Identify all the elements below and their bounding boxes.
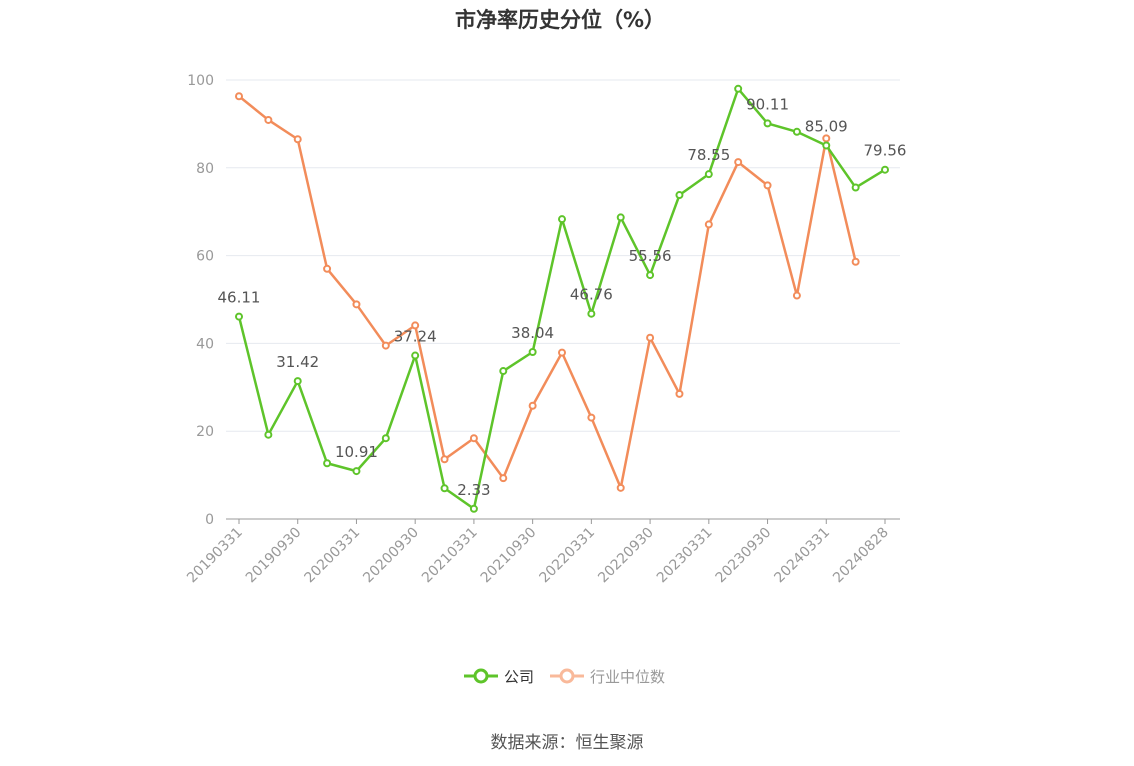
series-0-point-20231231 <box>792 127 801 136</box>
series-1-point-20210930 <box>528 401 537 410</box>
y-tick-label-60: 60 <box>196 249 214 265</box>
data-source: 数据来源：恒生聚源 <box>490 733 644 753</box>
series-0-point-20190331 <box>235 312 243 321</box>
series-1-point-20210630 <box>499 474 508 483</box>
series-0-point-20221231 <box>675 191 684 200</box>
x-tick-label-20190331: 20190331 <box>184 525 246 587</box>
y-tick-label-100: 100 <box>187 73 214 89</box>
series-0-point-20190630 <box>264 430 273 439</box>
series-1-point-20201231 <box>440 455 449 464</box>
series-0-point-20200930 <box>411 351 420 360</box>
y-tick-label-80: 80 <box>196 161 214 177</box>
legend-marker-company-icon <box>464 668 498 684</box>
data-label-20230331: 78.55 <box>687 146 730 164</box>
data-label-20210930: 38.04 <box>511 324 554 342</box>
series-1-point-20230331 <box>704 220 713 229</box>
series-0-point-20200630 <box>381 434 390 443</box>
series-1-point-20230630 <box>734 158 743 167</box>
series-1-point-20220930 <box>646 333 655 342</box>
x-tick-label-20230331: 20230331 <box>654 525 716 587</box>
x-tick-label-20230930: 20230930 <box>713 525 775 587</box>
series-1-point-20240331 <box>822 134 831 143</box>
series-0-point-20220930 <box>646 271 655 280</box>
series-1-point-20200331 <box>352 300 361 309</box>
series-0-point-20240828 <box>881 165 889 174</box>
series-1-point-20200930 <box>411 321 420 330</box>
data-label-20190331: 46.11 <box>218 289 261 307</box>
series-0-point-20210930 <box>528 348 537 357</box>
series-0-point-20210331 <box>469 504 478 513</box>
legend: 公司 行业中位数 <box>0 664 1134 688</box>
x-tick-label-20220331: 20220331 <box>536 525 598 587</box>
series-0-point-20201231 <box>440 484 449 493</box>
x-tick-label-20240828: 20240828 <box>830 525 892 587</box>
series-1-point-20190331 <box>235 92 243 101</box>
x-tick-label-20210331: 20210331 <box>419 525 481 587</box>
series-0-point-20230331 <box>704 170 713 179</box>
series-0-point-20200331 <box>352 467 361 476</box>
series-0-point-20191231 <box>323 459 332 468</box>
series-1-point-20220630 <box>616 483 625 492</box>
legend-label-industry-median: 行业中位数 <box>590 667 666 686</box>
series-1-point-20190630 <box>264 115 273 124</box>
data-label-20220331: 46.76 <box>570 286 613 304</box>
series-1-point-20240630 <box>851 257 860 266</box>
series-0-point-20220331 <box>587 309 596 318</box>
series-1-point-20220331 <box>587 413 596 422</box>
series-0-point-20220630 <box>616 213 625 222</box>
data-label-20200930: 37.24 <box>394 328 437 346</box>
data-label-20230930: 90.11 <box>746 95 789 113</box>
series-1-point-20190930 <box>293 135 302 144</box>
series-1-point-20210331 <box>469 434 478 443</box>
series-0-point-20240630 <box>851 183 860 192</box>
legend-label-company: 公司 <box>504 667 535 686</box>
series-1-point-20230930 <box>763 181 772 190</box>
y-tick-label-20: 20 <box>196 424 214 440</box>
legend-item-company[interactable]: 公司 <box>464 664 534 688</box>
line-chart: 0 20 40 60 80 100 2019033120190930202003312020… <box>184 73 907 587</box>
series-1-point-20231231 <box>792 291 801 300</box>
series-0-point-20230630 <box>734 84 743 93</box>
series-0-point-20210630 <box>499 367 508 376</box>
x-tick-label-20200930: 20200930 <box>360 525 422 587</box>
data-label-20240331: 85.09 <box>805 117 848 135</box>
x-tick-label-20200331: 20200331 <box>302 525 364 587</box>
legend-marker-industry-median-icon <box>550 668 584 684</box>
y-tick-label-0: 0 <box>205 512 214 528</box>
x-tick-label-20210930: 20210930 <box>478 525 540 587</box>
series-0-point-20230930 <box>763 119 772 128</box>
y-tick-label-40: 40 <box>196 336 214 352</box>
series-1-point-20211231 <box>558 348 566 357</box>
series-0-point-20240331 <box>822 141 831 150</box>
data-label-20190930: 31.42 <box>276 353 319 371</box>
x-tick-label-20190930: 20190930 <box>243 525 305 587</box>
x-tick-label-20220930: 20220930 <box>595 525 657 587</box>
data-label-20220930: 55.56 <box>629 247 672 265</box>
legend-item-industry-median[interactable]: 行业中位数 <box>550 664 665 688</box>
series-0-point-20211231 <box>558 215 566 224</box>
series-line-1 <box>238 95 857 490</box>
chart-title: 市净率历史分位（%） <box>454 8 666 32</box>
series-1-point-20221231 <box>675 389 684 398</box>
series-1-point-20200630 <box>381 341 390 350</box>
series-0-point-20190930 <box>293 377 302 386</box>
data-label-20240828: 79.56 <box>864 142 907 160</box>
data-label-20210331: 2.33 <box>457 481 490 499</box>
x-tick-label-20240331: 20240331 <box>771 525 833 587</box>
series-1-point-20191231 <box>323 264 332 273</box>
data-label-20200331: 10.91 <box>335 443 378 461</box>
